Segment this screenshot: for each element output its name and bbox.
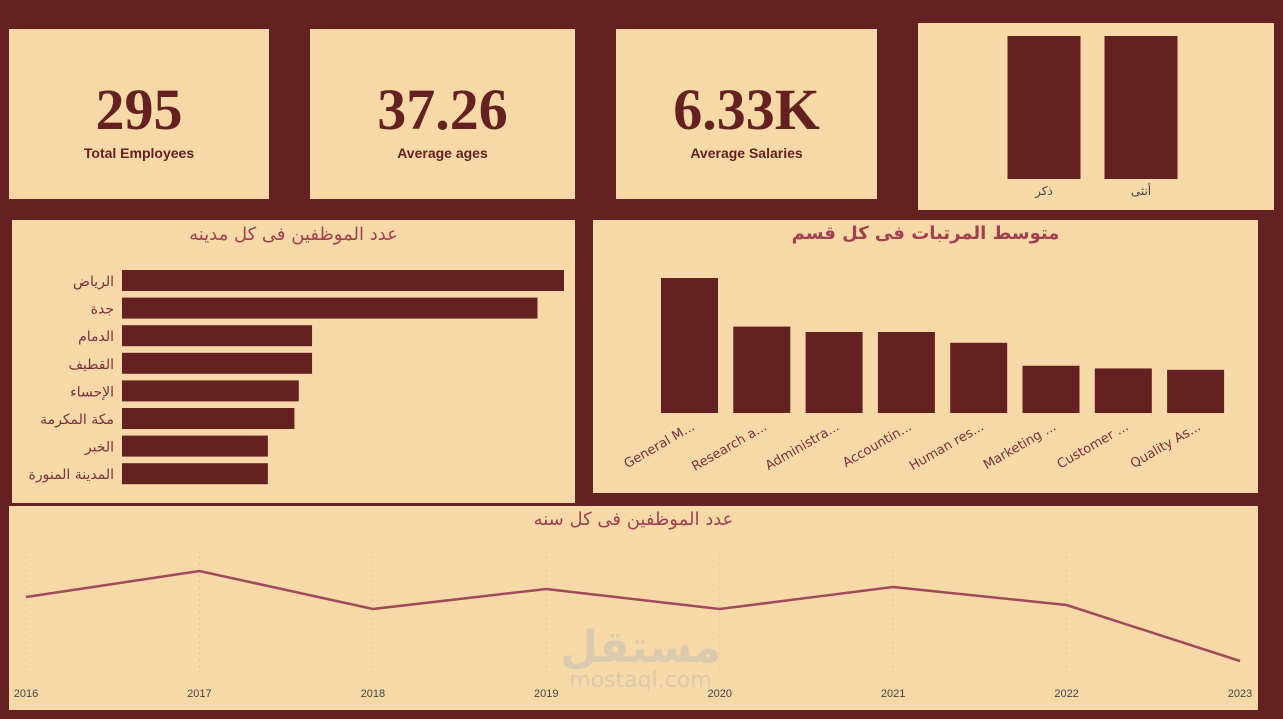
kpi-value: 295: [95, 77, 183, 142]
department-bar: [1167, 369, 1225, 413]
year-tick-label: 2018: [361, 688, 385, 700]
department-chart-title: متوسط المرتبات فى كل قسم: [791, 223, 1060, 244]
kpi-card-average-ages: 37.26 Average ages: [310, 29, 575, 199]
city-label: الرياض: [73, 274, 114, 290]
city-label: الخبر: [84, 440, 114, 456]
department-label: Accountin...: [840, 419, 914, 470]
city-label: القطيف: [69, 357, 114, 373]
city-label: الدمام: [78, 329, 114, 345]
gender-chart: ذكر أنثى: [1007, 36, 1178, 199]
year-tick-label: 2023: [1228, 688, 1252, 700]
department-label: Research a...: [689, 419, 769, 474]
city-bar: [122, 270, 564, 291]
kpi-card-average-salaries: 6.33K Average Salaries: [616, 29, 877, 199]
department-label: Administra...: [763, 419, 842, 473]
year-tick-label: 2016: [14, 688, 38, 700]
department-chart-panel: متوسط المرتبات فى كل قسم General M... Res…: [593, 220, 1258, 493]
city-bar: [122, 380, 299, 402]
gender-label: أنثى: [1131, 183, 1151, 198]
year-series-line: [25, 569, 1241, 663]
city-bar: [122, 297, 538, 319]
gender-bar: [1104, 36, 1178, 179]
city-bar: [122, 435, 268, 457]
department-label: General M...: [622, 419, 698, 471]
city-bar: [122, 408, 295, 429]
department-bar: [877, 332, 935, 413]
department-bar: [1022, 365, 1080, 413]
year-chart-panel: عدد الموظفين فى كل سنه 2016 2017 2018 2019 2…: [9, 506, 1258, 710]
kpi-card-total-employees: 295 Total Employees: [9, 29, 269, 199]
department-bar: [733, 326, 791, 413]
department-bar: [661, 278, 718, 413]
year-tick-label: 2021: [881, 688, 905, 700]
department-bar: [950, 342, 1008, 413]
department-label: Quality As...: [1128, 419, 1204, 471]
city-bar: [122, 463, 268, 485]
kpi-value: 6.33K: [673, 77, 820, 142]
year-tick-label: 2017: [187, 688, 211, 700]
year-tick-label: 2020: [707, 688, 731, 700]
city-label: الإحساء: [70, 384, 114, 400]
department-label: Marketing ...: [981, 419, 1059, 473]
city-label: مكة المكرمة: [40, 412, 114, 428]
gender-chart-panel: ذكر أنثى: [918, 23, 1274, 210]
department-bar: [1094, 368, 1152, 413]
department-chart: General M...Research a...Administra...Ac…: [622, 278, 1225, 475]
city-label: جدة: [91, 302, 114, 318]
kpi-label: Total Employees: [83, 145, 195, 161]
year-chart: 2016 2017 2018 2019 2020 2021 2022 2023: [14, 551, 1252, 700]
department-bar: [805, 332, 863, 413]
gender-label: ذكر: [1034, 184, 1053, 199]
city-label: المدينة المنورة: [29, 467, 114, 483]
year-chart-title: عدد الموظفين فى كل سنه: [533, 509, 734, 530]
gender-bar: [1007, 36, 1081, 179]
city-bar: [122, 325, 313, 347]
kpi-label: Average Salaries: [690, 145, 803, 161]
kpi-label: Average ages: [397, 145, 488, 161]
year-tick-label: 2022: [1054, 688, 1078, 700]
city-chart: الرياض جدة الدمام القطيف الإحساء مكة المكرمة ا…: [29, 270, 564, 485]
city-chart-panel: عدد الموظفين فى كل مدينه الرياض جدة الدمام…: [12, 220, 575, 503]
department-label: Human res...: [907, 419, 987, 474]
department-label: Customer ...: [1055, 419, 1132, 472]
year-tick-label: 2019: [534, 688, 558, 700]
kpi-value: 37.26: [377, 77, 508, 142]
city-chart-title: عدد الموظفين فى كل مدينه: [189, 224, 398, 245]
city-bar: [122, 352, 313, 374]
